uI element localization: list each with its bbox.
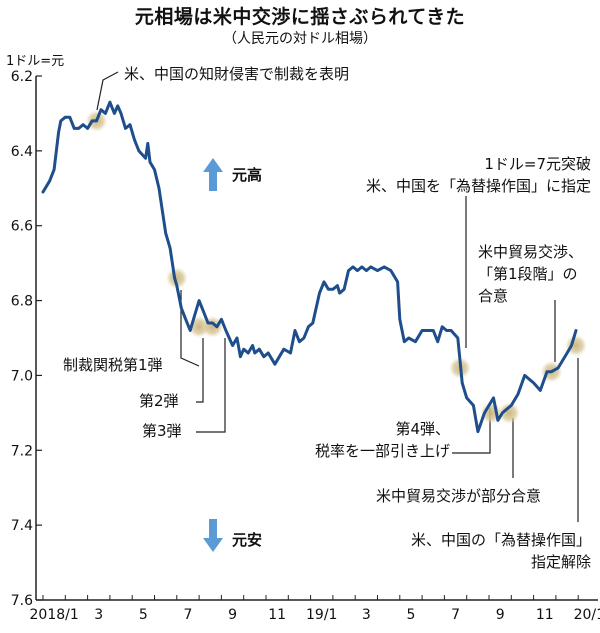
annotation-line: 米中貿易交渉が部分合意 [376,487,541,505]
yuan-appreciation-label: 元高 [232,166,262,184]
annotation-line: 合意 [478,287,508,305]
x-tick-label: 11 [536,607,554,623]
event-marker [165,267,188,290]
annotation-line: 第4弾、 [395,420,450,438]
y-tick-label: 6.4 [11,144,33,160]
y-tick-label: 7.0 [11,368,33,384]
chart-subtitle: （人民元の対ドル相場） [223,31,377,47]
arrow-up-icon [203,158,223,191]
annotation-line: 米、中国の知財侵害で制裁を表明 [124,65,349,83]
series-lines [41,100,578,434]
annotation-line: 制裁関税第1弾 [63,356,163,374]
annotation-line: 指定解除 [531,553,591,571]
y-tick-label: 6.8 [11,294,33,310]
y-tick-label: 7.2 [11,443,33,459]
y-tick-label: 7.4 [11,518,33,534]
x-tick-label: 7 [451,607,460,623]
x-tick-label: 9 [228,607,237,623]
chart-title: 元相場は米中交渉に揺さぶられてきた [134,6,466,28]
y-tick-label: 6.6 [11,219,33,235]
x-tick-label: 9 [496,607,505,623]
annotation-line: 米中貿易交渉、 [478,243,583,261]
y-tick-label: 7.6 [11,593,33,609]
x-tick-label: 2018/1 [30,607,79,623]
annotation-line: 1ドル=7元突破 [484,155,591,173]
x-tick-label: 11 [268,607,286,623]
annotation-leader [196,338,204,403]
annotation-leader [196,338,226,433]
x-tick-label: 5 [406,607,415,623]
x-tick-label: 20/1 [574,607,600,623]
annotation-line: 第3弾 [142,422,182,440]
event-marker [564,334,587,357]
annotation-leader [96,71,119,111]
y-axis-unit-label: 1ドル=元 [6,54,65,69]
x-tick-label: 19/1 [306,607,337,623]
annotation-line: 米、中国を「為替操作国」に指定 [366,177,591,195]
arrow-down-icon [203,519,223,552]
annotation-line: 「第1段階」の [478,265,578,283]
annotation-leader-lines [96,71,579,522]
annotation-line: 米、中国の「為替操作国」 [411,531,591,549]
cny-rate-line [41,100,578,434]
event-marker [498,401,521,424]
annotation-line: 税率を一部引き上げ [315,442,450,460]
y-tick-label: 6.2 [11,69,33,85]
annotation-line: 第2弾 [139,392,179,410]
x-tick-label: 7 [183,607,192,623]
x-tick-label: 3 [362,607,371,623]
yuan-depreciation-label: 元安 [232,531,262,549]
x-tick-label: 3 [94,607,103,623]
annotation-leader [180,290,200,367]
x-tick-label: 5 [139,607,148,623]
